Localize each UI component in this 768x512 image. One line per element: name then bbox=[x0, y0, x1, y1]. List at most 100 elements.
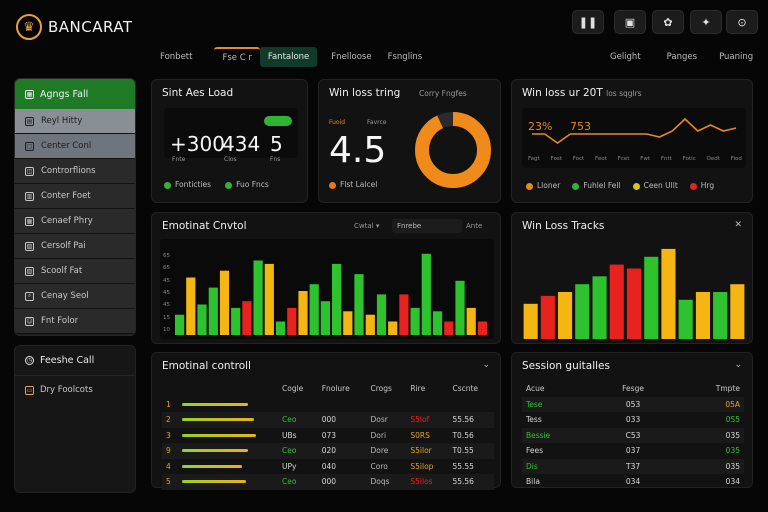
line-legend: Lloner Fuhlel Fell Ceen Ullt Hrg bbox=[526, 181, 714, 190]
cell-b: C53 bbox=[597, 427, 669, 443]
tab-3[interactable]: Fnelloose bbox=[331, 52, 372, 62]
table-row[interactable]: Bessie C53 035 bbox=[522, 427, 744, 443]
table-row[interactable]: 1 bbox=[162, 397, 494, 413]
bar-11 bbox=[287, 307, 297, 335]
tab-right-0[interactable]: Gelight bbox=[610, 52, 641, 62]
table-row[interactable]: 5 Ceo 000 Doqs S5ilos 55.56 bbox=[162, 474, 494, 490]
tab-4[interactable]: Fsnglins bbox=[387, 52, 423, 62]
card-emotional-table: Emotinal controll ⌄ Cogle Fnolure Crogs … bbox=[151, 352, 501, 490]
line-x-label: Fagt bbox=[528, 156, 540, 162]
menu-item-icon: ▥ bbox=[25, 191, 34, 201]
sidebar-item-8[interactable]: ☺ Fnt Folor bbox=[15, 309, 135, 334]
line-x-label: Feot bbox=[595, 156, 607, 162]
table-row[interactable]: Tess 033 0S5 bbox=[522, 412, 744, 428]
tab-0[interactable]: Fonbett bbox=[160, 52, 193, 62]
tab-1[interactable]: Fse C r bbox=[214, 47, 260, 67]
bar-4 bbox=[208, 287, 218, 335]
app-logo[interactable]: ♛ BANCARAT bbox=[16, 14, 133, 40]
close-icon[interactable]: ✕ bbox=[734, 220, 742, 230]
bar-2 bbox=[186, 277, 196, 335]
bar-19 bbox=[376, 294, 387, 335]
sidebar-item-4[interactable]: ▦ Cenaef Phry bbox=[15, 209, 135, 234]
line-x-label: Oedt bbox=[706, 156, 720, 162]
sidebar-item-0[interactable]: ▤ Reyl Hitty bbox=[15, 109, 135, 134]
info-icon[interactable]: ⊙ bbox=[726, 10, 758, 34]
bar-9 bbox=[264, 263, 274, 335]
bar-16 bbox=[343, 311, 353, 335]
bar-27 bbox=[466, 307, 476, 335]
cell-n: 5 bbox=[162, 474, 178, 490]
line-x-label: Fiod bbox=[730, 156, 742, 162]
progress-bar bbox=[178, 412, 278, 428]
sims-legend-1: Fuo Fncs bbox=[225, 180, 269, 189]
table-row[interactable]: 9 Ceo 020 Dore S5ilor T0.55 bbox=[162, 443, 494, 459]
bar-3 bbox=[197, 304, 207, 335]
menu-item-icon: ▢ bbox=[25, 141, 34, 151]
bar-6 bbox=[231, 307, 241, 335]
ring-label-1: Favrce bbox=[367, 119, 387, 126]
bar-13 bbox=[309, 284, 319, 335]
twitter-icon[interactable]: ✦ bbox=[690, 10, 722, 34]
line-legend-2: Ceen Ullt bbox=[632, 181, 678, 190]
sims-small-1: Clos bbox=[224, 156, 237, 163]
bar-25 bbox=[444, 321, 454, 335]
line-value-0: 23% bbox=[528, 120, 553, 133]
toggle-badge[interactable] bbox=[264, 116, 292, 126]
line-x-label: Fost bbox=[550, 156, 562, 162]
pause-icon[interactable]: ❚❚ bbox=[572, 10, 604, 34]
table-row[interactable]: Bila 034 034 bbox=[522, 474, 744, 490]
table-row[interactable]: Fees 037 035 bbox=[522, 443, 744, 459]
bars-y-labels: 65 65 45 45 45 15 10 bbox=[163, 253, 170, 333]
table-row[interactable]: 2 Ceo 000 Dosr S5lof 55.56 bbox=[162, 412, 494, 428]
sidebar-secondary-header[interactable]: ◷ Feeshe Call bbox=[15, 346, 135, 376]
bar-22 bbox=[410, 307, 420, 335]
sidebar-item-label: Fnt Folor bbox=[41, 316, 79, 326]
chevron-down-icon[interactable]: ⌄ bbox=[482, 360, 490, 370]
table-row[interactable]: 3 UBs 073 Dori S0RS T0.56 bbox=[162, 428, 494, 444]
cell-a: Tese bbox=[522, 396, 598, 412]
gear-icon[interactable]: ✿ bbox=[652, 10, 684, 34]
bars-filter-1[interactable]: Cwtal ▾ bbox=[354, 222, 380, 230]
sidebar-item-1[interactable]: ▢ Center Conl bbox=[15, 134, 135, 159]
table-row[interactable]: 4 UPy 040 Coro S5ilop 55.55 bbox=[162, 459, 494, 475]
sidebar-secondary-item[interactable]: ▭ Dry Foolcots bbox=[15, 376, 135, 404]
sidebar-header[interactable]: ▦ Agngs Fall bbox=[15, 79, 135, 109]
sidebar-secondary-label: Feeshe Call bbox=[40, 355, 95, 366]
etable-header-2: Crogs bbox=[370, 384, 392, 394]
table-row[interactable]: Tese 053 05A bbox=[522, 396, 744, 412]
tab-right-1[interactable]: Panges bbox=[666, 52, 698, 62]
progress-bar bbox=[178, 474, 278, 490]
window-icon[interactable]: ▣ bbox=[614, 10, 646, 34]
cell-b: 034 bbox=[625, 477, 641, 487]
cell-b: 037 bbox=[625, 446, 641, 456]
bars-filter-3[interactable]: Ante bbox=[466, 222, 483, 230]
cell-n: 4 bbox=[166, 461, 171, 471]
bar-11 bbox=[695, 292, 710, 339]
line-x-labels: Fagt Fost Foct Feot Fcet Fwt Fntt Fotic Oedt Fiod bbox=[528, 156, 742, 162]
bars-filter-2[interactable]: Fnrebe bbox=[392, 219, 462, 233]
table-row[interactable]: Dis T37 035 bbox=[522, 458, 744, 474]
bar-13 bbox=[730, 284, 745, 339]
tab-right-2[interactable]: Puaning bbox=[719, 52, 754, 62]
grid-icon: ▦ bbox=[25, 89, 34, 99]
sidebar-item-label: Cenay Seol bbox=[41, 291, 89, 301]
cell-c4: S5ilop bbox=[410, 461, 434, 471]
bar-17 bbox=[354, 274, 364, 335]
chevron-down-icon[interactable]: ⌄ bbox=[734, 360, 742, 370]
sidebar-item-6[interactable]: ▨ Scoolf Fat bbox=[15, 259, 135, 284]
sidebar-item-5[interactable]: ▧ Cersolf Pai bbox=[15, 234, 135, 259]
progress-fill bbox=[182, 402, 249, 406]
cell-c5: T0.55 bbox=[448, 443, 494, 459]
sidebar-item-2[interactable]: ◫ Controrflions bbox=[15, 159, 135, 184]
card-session-table: Session guitalles ⌄ Acue Fesge Tmpte Tes… bbox=[511, 352, 753, 488]
legend-dot bbox=[689, 182, 697, 190]
progress-fill bbox=[182, 433, 256, 437]
tab-2[interactable]: Fantalone bbox=[259, 47, 318, 67]
sidebar-item-3[interactable]: ▥ Conter Foet bbox=[15, 184, 135, 209]
bar-12 bbox=[298, 291, 308, 335]
cell-b: 033 bbox=[625, 415, 641, 425]
bar-26 bbox=[455, 280, 465, 335]
stable-header-row: Acue Fesge Tmpte bbox=[522, 381, 744, 397]
sidebar-item-7[interactable]: ⌕ Cenay Seol bbox=[15, 284, 135, 309]
stable-header-2: Tmpte bbox=[715, 384, 740, 394]
